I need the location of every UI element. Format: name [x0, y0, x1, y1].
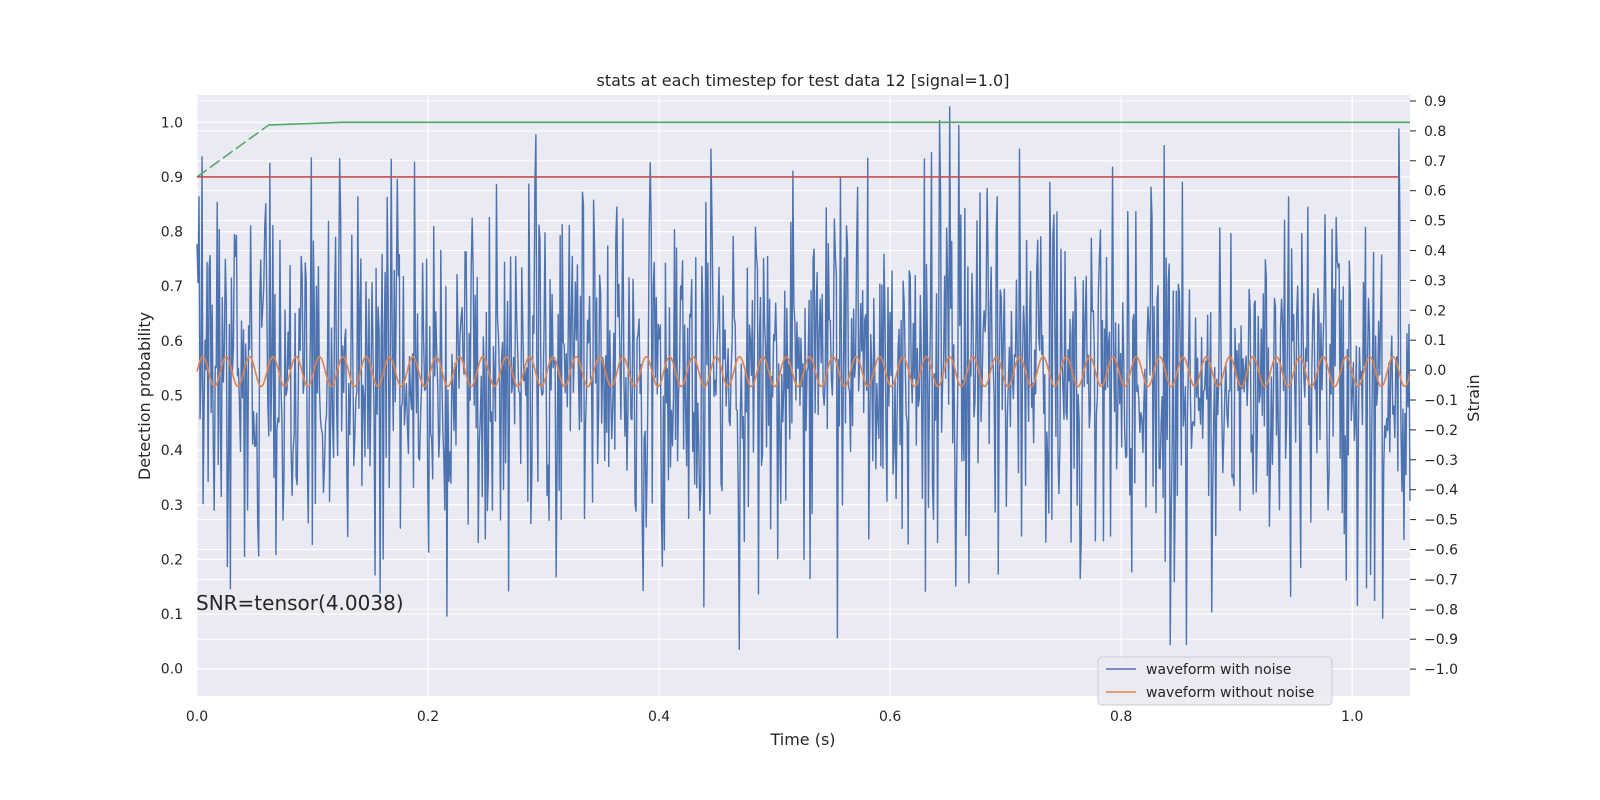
y-tick-label-right-1: 0.8: [1424, 124, 1446, 140]
y-tick-label-4: 0.4: [161, 443, 183, 459]
x-tick-label-3: 0.6: [879, 709, 901, 725]
y-axis-label: Detection probability: [135, 312, 154, 480]
x-tick-label-1: 0.2: [417, 709, 439, 725]
series-1-line: [196, 355, 1411, 388]
y-tick-label-right-13: −0.4: [1424, 483, 1458, 499]
y-tick-label-right-8: 0.1: [1424, 333, 1446, 349]
series-2-line: [265, 121, 1410, 128]
y-tick-label-right-6: 0.3: [1424, 273, 1446, 289]
y-tick-label-10: 1.0: [161, 115, 183, 131]
legend-box: [1097, 656, 1333, 706]
y-axis-label-right: Strain: [1464, 374, 1483, 421]
y-tick-label-right-7: 0.2: [1424, 303, 1446, 319]
y-tick-label-right-0: 0.9: [1424, 94, 1446, 110]
y-tick-label-right-15: −0.6: [1424, 542, 1458, 558]
y-ticks-right: 0.9 0.8 0.7 0.6 0.5 0.4 0.3 0.2 0.1 0.0 −0.1 −0.2 −0…: [1410, 94, 1458, 678]
series-0-line: [196, 106, 1411, 650]
y-tick-label-0: 0.0: [161, 662, 183, 678]
y-tick-label-right-12: −0.3: [1424, 453, 1458, 469]
y-tick-label-right-3: 0.6: [1424, 184, 1446, 200]
x-tick-label-0: 0.0: [186, 709, 208, 725]
y-tick-label-right-18: −0.9: [1424, 632, 1458, 648]
y-tick-label-right-5: 0.4: [1424, 243, 1446, 259]
y-tick-label-8: 0.8: [161, 225, 183, 241]
y-tick-label-7: 0.7: [161, 279, 183, 295]
x-ticks: 0.0 0.2 0.4 0.6 0.8 1.0: [186, 709, 1364, 725]
snr-annotation: SNR=tensor(4.0038): [196, 591, 404, 615]
x-tick-label-5: 1.0: [1341, 709, 1363, 725]
legend-label-noise: waveform with noise: [1146, 662, 1291, 678]
y-tick-label-right-16: −0.7: [1424, 572, 1458, 588]
x-tick-label-4: 0.8: [1110, 709, 1132, 725]
y-tick-label-6: 0.6: [161, 334, 183, 350]
y-tick-label-right-10: −0.1: [1424, 393, 1458, 409]
x-tick-label-2: 0.4: [648, 709, 670, 725]
y-tick-label-right-19: −1.0: [1424, 662, 1458, 678]
y-tick-label-right-4: 0.5: [1424, 214, 1446, 230]
legend-label-clean: waveform without noise: [1146, 685, 1314, 701]
y-tick-label-9: 0.9: [161, 170, 183, 186]
y-tick-label-1: 0.1: [161, 607, 183, 623]
y-tick-label-right-9: 0.0: [1424, 363, 1446, 379]
legend: waveform with noise waveform without noi…: [1097, 656, 1333, 706]
y-tick-label-3: 0.3: [161, 498, 183, 514]
x-axis-label: Time (s): [769, 730, 835, 749]
y-tick-label-2: 0.2: [161, 552, 183, 568]
y-tick-label-right-14: −0.5: [1424, 513, 1458, 529]
y-ticks-left: 0.0 0.1 0.2 0.3 0.4 0.5 0.6 0.7 0.8 0.9 1.0: [161, 115, 183, 677]
series-layer: [196, 106, 1411, 650]
y-tick-label-5: 0.5: [161, 389, 183, 405]
series-2-dashed-segment: [196, 126, 267, 178]
y-tick-label-right-2: 0.7: [1424, 154, 1446, 170]
y-tick-label-right-17: −0.8: [1424, 602, 1458, 618]
chart-title: stats at each timestep for test data 12 …: [597, 71, 1010, 90]
y-tick-label-right-11: −0.2: [1424, 423, 1458, 439]
